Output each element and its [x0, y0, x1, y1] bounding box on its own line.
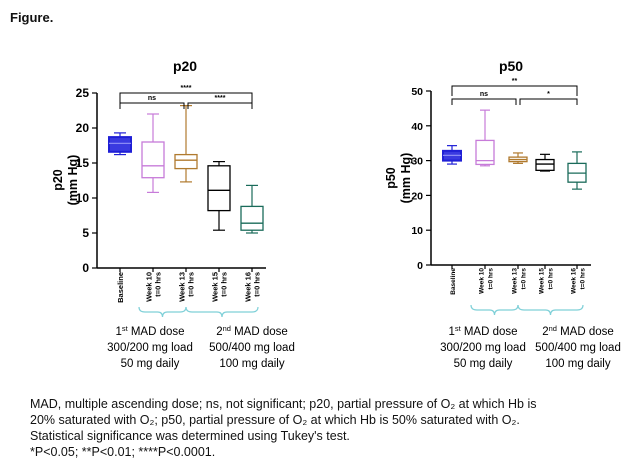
chart1-category-label: Week 10: [145, 272, 154, 302]
chart2-title: p50: [499, 58, 523, 74]
caption-line-3: Statistical significance was determined …: [30, 429, 350, 443]
chart1-group-label-line: 100 mg daily: [219, 358, 284, 370]
chart2-sig-label: **: [512, 78, 518, 85]
chart1-category-label: t=0 hrs: [187, 272, 196, 297]
chart2-sig-label: *: [547, 91, 550, 98]
chart2-ytick-label: 20: [411, 190, 423, 202]
chart2-category-label: t=0 hrs: [521, 268, 528, 290]
chart2-ytick-label: 30: [411, 156, 423, 168]
chart1-category-label: t=0 hrs: [154, 272, 163, 297]
chart2-group-brace: [517, 304, 584, 316]
chart1-ytick-label: 20: [76, 121, 90, 135]
chart2-category-label: Week 16: [571, 268, 578, 294]
chart1-sig-label: ****: [181, 85, 192, 92]
chart1-group-label-line: 500/400 mg load: [209, 342, 295, 354]
chart2-sig-label: ns: [480, 91, 488, 98]
chart2-ytick-label: 40: [411, 121, 423, 133]
chart2-sig-bracket: [519, 98, 578, 105]
chart1-ytick-label: 10: [76, 191, 90, 205]
chart2-ylabel-line-1: p50: [384, 167, 398, 189]
chart2-category-label: t=0 hrs: [548, 268, 555, 290]
chart1-ytick-label: 5: [82, 226, 89, 240]
chart1-category-label: Week 15: [211, 272, 220, 302]
chart1-box: [108, 136, 132, 153]
chart1-sig-label: ****: [215, 95, 226, 102]
caption-line-1: MAD, multiple ascending dose; ns, not si…: [30, 397, 537, 411]
chart2-ytick-label: 0: [417, 260, 423, 272]
chart2-group-label-line: 100 mg daily: [545, 358, 610, 370]
chart2-ylabel-line-2: (mm Hg): [399, 153, 413, 204]
chart1-category-label: t=0 hrs: [253, 272, 262, 297]
chart2-ytick-label: 10: [411, 225, 423, 237]
chart1-box: [141, 141, 165, 179]
chart2-category-label: Baseline: [450, 268, 457, 295]
chart2-group-brace: [470, 304, 519, 316]
chart1-ylabel-line-2: (mm Hg): [66, 155, 80, 206]
chart2-group-label-line: 300/200 mg load: [440, 342, 526, 354]
chart1-group-label-line: 300/200 mg load: [107, 342, 193, 354]
chart1-sig-label: ns: [148, 95, 156, 102]
chart2-category-label: Week 13: [512, 268, 519, 294]
chart1-box: [174, 153, 198, 170]
chart1-category-label: Week 13: [178, 272, 187, 302]
chart1-ylabel-line-1: p20: [51, 169, 65, 191]
chart1-group-label-line: 2nd MAD dose: [216, 324, 288, 338]
chart1-sig-bracket: [119, 102, 185, 109]
chart2-box: [535, 158, 555, 171]
chart1-group-brace: [185, 306, 259, 318]
caption-line-4: *P<0.05; **P<0.01; ****P<0.0001.: [30, 445, 216, 459]
chart1-group-brace: [138, 306, 187, 318]
figure-label: Figure.: [10, 10, 54, 25]
chart2-box: [475, 139, 495, 166]
chart1-box: [240, 205, 264, 231]
chart2-category-label: t=0 hrs: [488, 268, 495, 290]
chart2-group-label-line: 50 mg daily: [454, 358, 513, 370]
chart1-ytick-label: 25: [76, 86, 90, 100]
chart1-category-label: Baseline: [116, 272, 125, 303]
chart2-category-label: Week 10: [479, 268, 486, 294]
chart2-sig-bracket: [451, 98, 517, 105]
chart2-group-label-line: 1st MAD dose: [448, 324, 517, 338]
chart1-group-label-line: 50 mg daily: [121, 358, 180, 370]
chart2-category-label: t=0 hrs: [580, 268, 587, 290]
chart1-ytick-label: 0: [82, 261, 89, 275]
chart1-sig-bracket: [187, 102, 253, 109]
chart1-category-label: Week 16: [244, 272, 253, 302]
chart1-group-label-line: 1st MAD dose: [115, 324, 184, 338]
chart2-ytick-label: 50: [411, 86, 423, 98]
chart2-sig-bracket: [451, 85, 578, 96]
chart2-group-label-line: 500/400 mg load: [535, 342, 621, 354]
chart1-box: [207, 165, 231, 212]
caption: MAD, multiple ascending dose; ns, not si…: [30, 396, 630, 460]
caption-line-2: 20% saturated with O₂; p50, partial pres…: [30, 413, 520, 427]
chart2-category-label: Week 15: [539, 268, 546, 294]
chart1-ytick-label: 15: [76, 156, 90, 170]
chart1-title: p20: [173, 58, 197, 74]
chart1-category-label: t=0 hrs: [220, 272, 229, 297]
chart2-group-label-line: 2nd MAD dose: [542, 324, 614, 338]
chart1-sig-bracket: [119, 92, 253, 103]
